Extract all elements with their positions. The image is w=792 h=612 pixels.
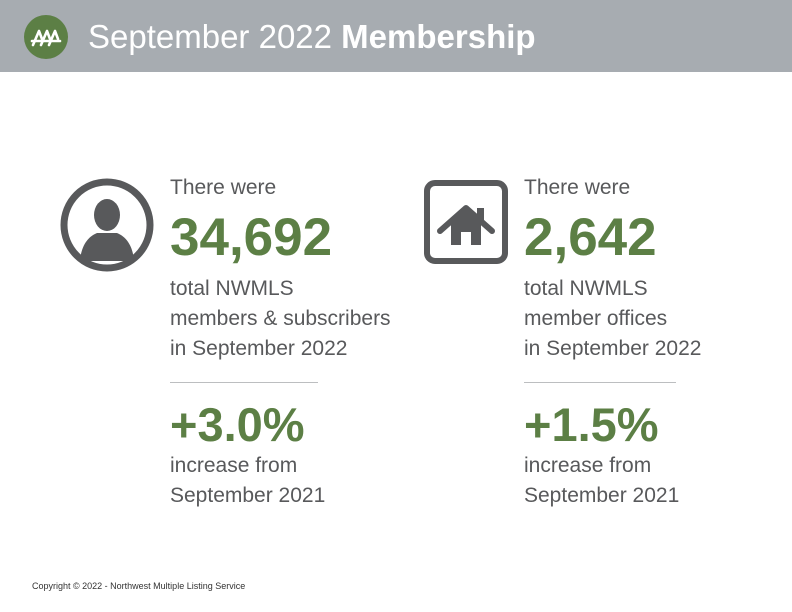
- divider: [170, 382, 318, 383]
- house-icon: [423, 179, 509, 265]
- copyright-footer: Copyright © 2022 - Northwest Multiple Li…: [32, 581, 246, 591]
- person-icon: [59, 177, 155, 273]
- nwmls-logo-icon: [24, 15, 68, 59]
- members-change-line-1: increase from: [170, 454, 298, 477]
- offices-change-percent: +1.5%: [524, 398, 659, 451]
- members-count: 34,692: [170, 208, 333, 267]
- members-desc-line-3: in September 2022: [170, 337, 348, 360]
- offices-change-line-2: September 2021: [524, 484, 680, 507]
- offices-change-line-1: increase from: [524, 454, 652, 477]
- header-bar: September 2022 Membership: [0, 0, 792, 72]
- offices-description: total NWMLS member offices in September …: [524, 274, 774, 364]
- page-title: September 2022 Membership: [88, 15, 536, 59]
- offices-lead-text: There were: [524, 176, 631, 199]
- offices-count: 2,642: [524, 208, 657, 267]
- members-change-line-2: September 2021: [170, 484, 326, 507]
- members-lead-text: There were: [170, 176, 277, 199]
- offices-desc-line-2: member offices: [524, 307, 668, 330]
- title-date: September 2022: [88, 18, 342, 55]
- offices-change-text: increase from September 2021: [524, 451, 774, 511]
- members-change-percent: +3.0%: [170, 398, 305, 451]
- title-membership: Membership: [341, 18, 536, 55]
- offices-desc-line-1: total NWMLS: [524, 277, 648, 300]
- members-change-text: increase from September 2021: [170, 451, 420, 511]
- offices-desc-line-3: in September 2022: [524, 337, 702, 360]
- members-description: total NWMLS members & subscribers in Sep…: [170, 274, 420, 364]
- members-stat: There were 34,692 total NWMLS members & …: [170, 174, 420, 511]
- divider: [524, 382, 676, 383]
- members-desc-line-2: members & subscribers: [170, 307, 391, 330]
- offices-stat: There were 2,642 total NWMLS member offi…: [524, 174, 774, 511]
- members-desc-line-1: total NWMLS: [170, 277, 294, 300]
